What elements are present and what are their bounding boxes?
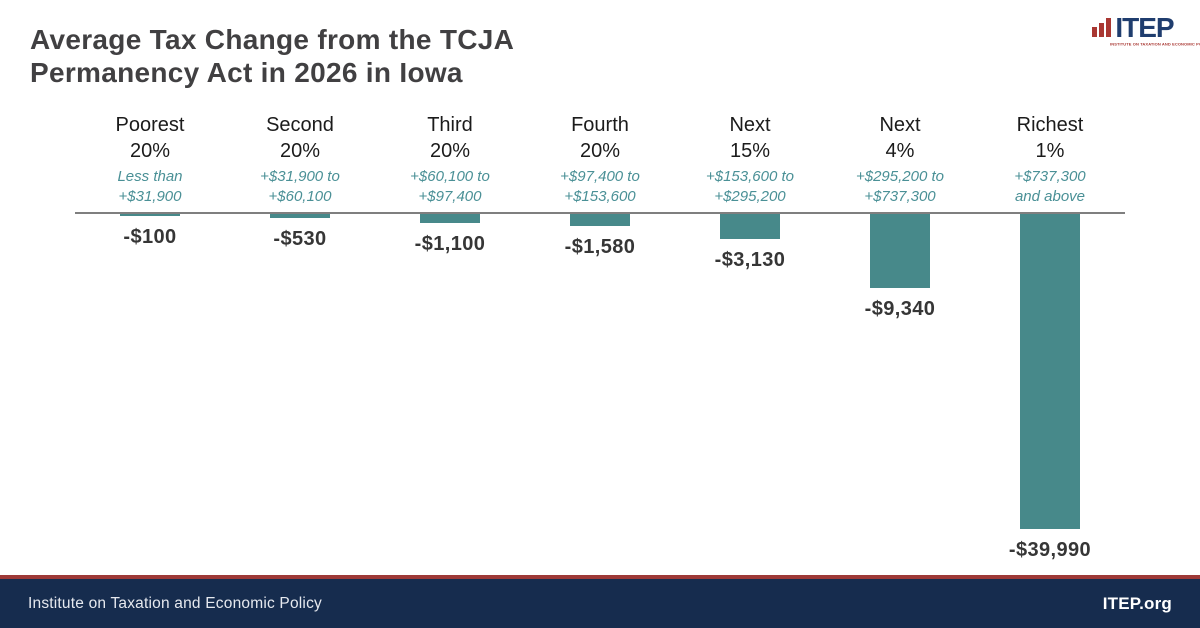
footer-site-name: ITEP.org: [1102, 593, 1172, 613]
page-title-line1: Average Tax Change from the TCJA: [30, 24, 515, 55]
income-range-label: +$295,200 to +$737,300: [855, 168, 944, 205]
bar: [570, 214, 630, 226]
income-range-label: +$737,300 and above: [1014, 168, 1086, 205]
income-range-label: +$60,100 to +$97,400: [410, 168, 490, 205]
bar-cell: -$1,580: [525, 214, 675, 259]
bar-cell: -$530: [225, 214, 375, 251]
bar-cell: -$39,990: [975, 214, 1125, 562]
logo-row: ITEP: [1087, 12, 1179, 43]
footer-org-name: Institute on Taxation and Economic Polic…: [28, 594, 322, 612]
group-label: Next 4%: [879, 114, 921, 162]
footer-accent-line: [0, 575, 1200, 579]
column-header: Poorest 20% Less than +$31,900: [75, 112, 225, 207]
bar-chart: Poorest 20% Less than +$31,900 Second 20% +$31…: [75, 112, 1125, 562]
bar: [120, 214, 180, 216]
group-label: Next 15%: [729, 114, 771, 162]
footer: Institute on Taxation and Economic Polic…: [0, 579, 1200, 628]
value-label: -$100: [123, 226, 177, 248]
income-range-label: +$31,900 to +$60,100: [260, 168, 340, 205]
income-range-label: Less than +$31,900: [117, 168, 183, 205]
page-title-line2: Permanency Act in 2026 in Iowa: [30, 57, 463, 88]
bar-cell: -$1,100: [375, 214, 525, 256]
zero-baseline: [75, 212, 1125, 214]
chart-column-headers: Poorest 20% Less than +$31,900 Second 20% +$31…: [75, 112, 1125, 207]
value-label: -$1,580: [564, 236, 636, 258]
chart-bars: -$100 -$530 -$1,100 -$1,580 -$3,130 -$9,340 -$…: [75, 214, 1125, 562]
value-label: -$9,340: [864, 298, 936, 320]
bar: [1020, 214, 1080, 529]
income-range-label: +$153,600 to +$295,200: [705, 168, 794, 205]
value-label: -$530: [273, 228, 327, 250]
bar-chart-icon: [1092, 18, 1113, 41]
column-header: Third 20% +$60,100 to +$97,400: [375, 112, 525, 207]
logo-wordmark: ITEP: [1115, 12, 1174, 43]
income-range-label: +$97,400 to +$153,600: [560, 168, 640, 205]
group-label: Fourth 20%: [571, 114, 629, 162]
group-label: Poorest 20%: [115, 114, 185, 162]
column-header: Next 4% +$295,200 to +$737,300: [825, 112, 975, 207]
value-label: -$3,130: [714, 249, 786, 271]
group-label: Second 20%: [266, 114, 334, 162]
logo-tagline: INSTITUTE ON TAXATION AND ECONOMIC POLIC…: [1110, 42, 1200, 47]
page-title: Average Tax Change from the TCJA Permane…: [30, 23, 514, 89]
group-label: Third 20%: [427, 114, 473, 162]
bar-cell: -$3,130: [675, 214, 825, 272]
bar-cell: -$9,340: [825, 214, 975, 321]
bar: [270, 214, 330, 218]
bar: [870, 214, 930, 288]
column-header: Fourth 20% +$97,400 to +$153,600: [525, 112, 675, 207]
bar-cell: -$100: [75, 214, 225, 249]
bar: [420, 214, 480, 223]
bar: [720, 214, 780, 239]
column-header: Richest 1% +$737,300 and above: [975, 112, 1125, 207]
itep-logo: ITEP INSTITUTE ON TAXATION AND ECONOMIC …: [1087, 12, 1200, 51]
column-header: Next 15% +$153,600 to +$295,200: [675, 112, 825, 207]
group-label: Richest 1%: [1016, 114, 1084, 162]
column-header: Second 20% +$31,900 to +$60,100: [225, 112, 375, 207]
value-label: -$39,990: [1008, 539, 1092, 561]
value-label: -$1,100: [414, 233, 486, 255]
